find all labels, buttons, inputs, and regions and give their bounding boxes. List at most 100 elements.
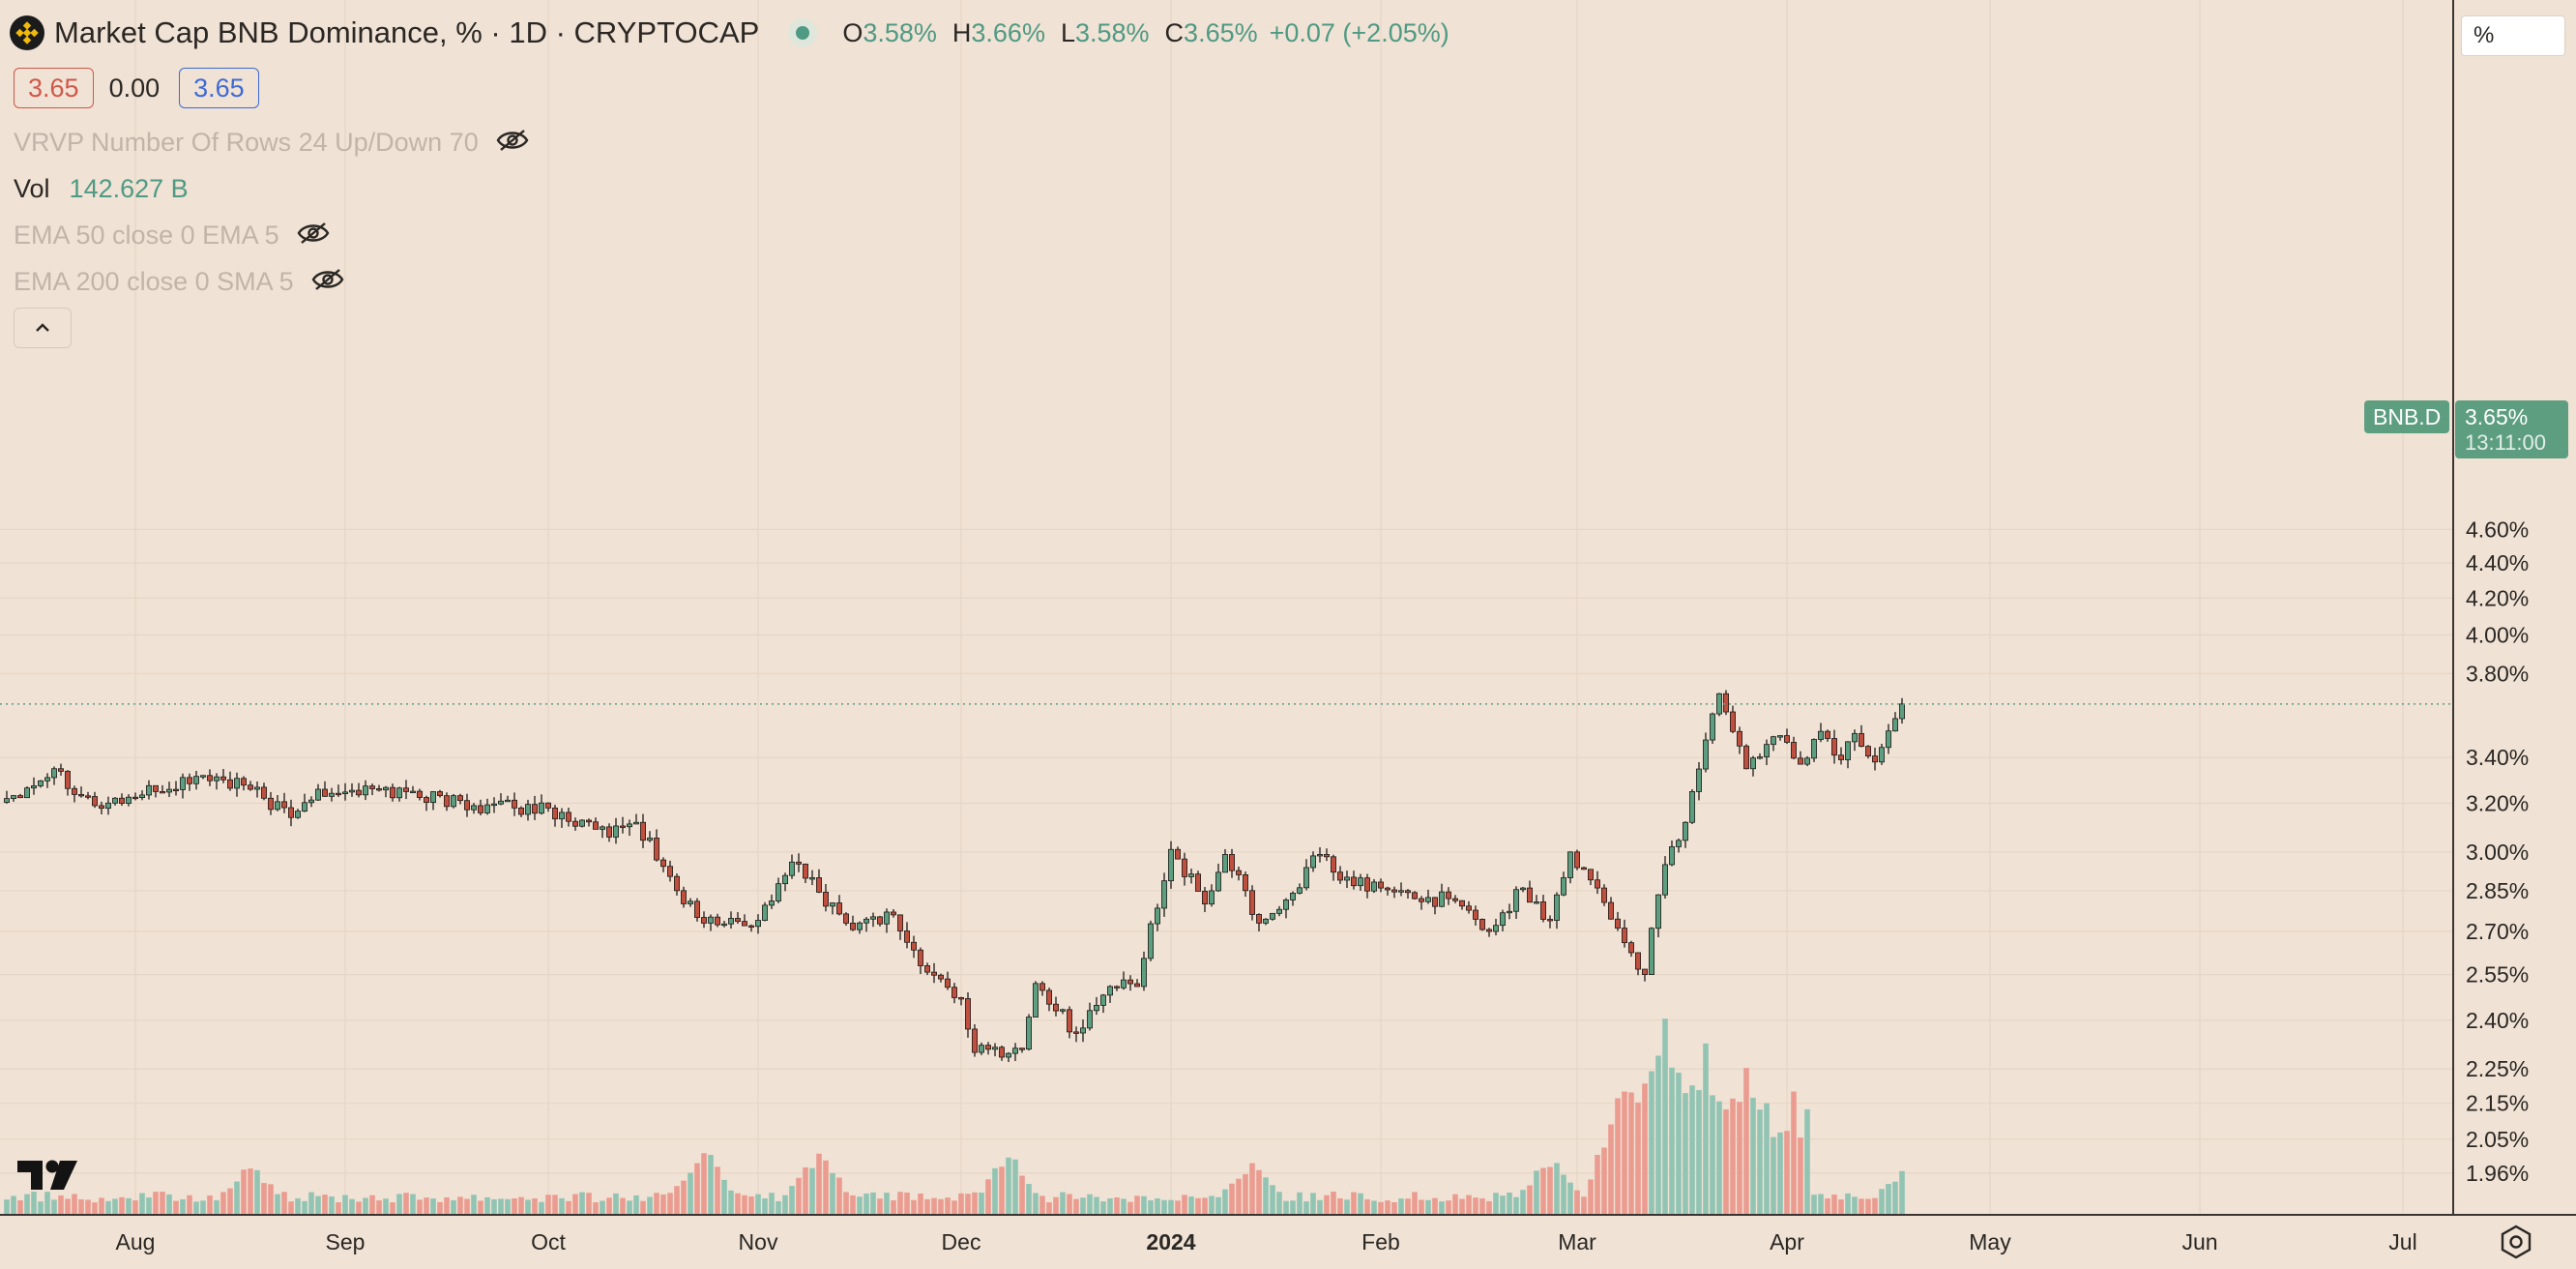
candle-up (1750, 757, 1757, 770)
indicator-ema50[interactable]: EMA 50 close 0 EMA 5 (14, 219, 330, 251)
symbol-title[interactable]: Market Cap BNB Dominance, % · 1D · CRYPT… (54, 15, 760, 49)
price-tick-label: 4.20% (2466, 585, 2529, 610)
volume-bar (1777, 1132, 1783, 1215)
candle-up (1777, 735, 1784, 738)
volume-bar (681, 1180, 687, 1215)
eye-hidden-icon[interactable] (297, 221, 330, 250)
candle-up (1764, 744, 1771, 757)
time-scale[interactable]: Aug Sep Oct Nov Dec 2024 Feb Mar Apr May Jun Jul (116, 1229, 2417, 1254)
candle-up (1215, 871, 1222, 892)
volume-bar (1303, 1201, 1309, 1215)
candle-up (1811, 739, 1818, 759)
volume-bar (843, 1192, 849, 1215)
candle-down (911, 941, 918, 951)
volume-bar (870, 1192, 876, 1215)
volume-bar (1622, 1091, 1627, 1215)
chevron-up-icon (36, 323, 49, 332)
volume-bar (742, 1195, 747, 1215)
sell-price-box[interactable]: 3.65 (14, 68, 94, 108)
indicator-ema200[interactable]: EMA 200 close 0 SMA 5 (14, 265, 344, 298)
indicator-vrvp[interactable]: VRVP Number Of Rows 24 Up/Down 70 (14, 126, 529, 159)
candle-up (1344, 876, 1351, 881)
candle-down (335, 792, 341, 796)
price-scale[interactable]: 4.60% 4.40% 4.20% 4.00% 3.80% 3.40% 3.20% 3.00%… (2466, 516, 2529, 1185)
volume-bar (31, 1192, 37, 1215)
bar-countdown: 13:11:00 (2465, 430, 2547, 455)
volume-bar (972, 1192, 978, 1215)
candle-up (1886, 730, 1892, 749)
volume-bar (99, 1197, 104, 1215)
candle-up (429, 791, 436, 803)
eye-hidden-icon[interactable] (311, 268, 344, 296)
volume-bar (647, 1196, 653, 1215)
close-label: C (1164, 17, 1185, 47)
candle-down (924, 965, 931, 973)
candle-down (321, 788, 328, 797)
candle-down (16, 795, 23, 799)
ohlc-values: O3.58% H3.66% L3.58% C3.65% +0.07 (+2.05… (842, 18, 1449, 48)
candle-up (1804, 757, 1811, 765)
volume-bar (1473, 1197, 1478, 1215)
volume-bar (491, 1198, 497, 1215)
candle-up (1689, 791, 1696, 823)
volume-bar (92, 1202, 98, 1215)
candle-down (1249, 890, 1256, 915)
candle-down (965, 998, 972, 1030)
volume-bar (667, 1193, 673, 1215)
volume-bar (1398, 1198, 1404, 1215)
volume-bar (1798, 1137, 1803, 1215)
candle-down (1479, 919, 1486, 930)
chart-settings-button[interactable] (2499, 1223, 2533, 1261)
volume-bar (1432, 1197, 1438, 1215)
candle-up (1439, 891, 1446, 907)
volume-bar (119, 1196, 125, 1215)
volume-bar (126, 1197, 132, 1215)
volume-bar (1290, 1200, 1296, 1215)
scale-mode-box[interactable]: % (2461, 15, 2565, 56)
volume-bar (1270, 1185, 1275, 1215)
volume-bar (478, 1200, 483, 1215)
volume-bar (1439, 1201, 1445, 1215)
candle-down (172, 788, 179, 792)
indicator-volume[interactable]: Vol 142.627 B (14, 172, 189, 205)
low-value: 3.58% (1074, 17, 1150, 47)
volume-bar (600, 1200, 605, 1215)
candle-down (904, 930, 911, 943)
candle-up (1303, 867, 1310, 889)
volume-bar (1344, 1199, 1350, 1215)
collapse-legend-button[interactable] (14, 308, 72, 348)
volume-bar (1148, 1200, 1154, 1215)
candle-down (65, 770, 72, 789)
volume-bar (1628, 1092, 1634, 1215)
candle-up (505, 799, 512, 803)
volume-bar (965, 1194, 971, 1215)
volume-bar (78, 1198, 84, 1215)
volume-bar (728, 1190, 734, 1215)
volume-bar (640, 1200, 646, 1215)
candle-down (1405, 890, 1412, 894)
volume-bar (694, 1163, 700, 1215)
candle-down (1337, 871, 1344, 881)
buy-price-box[interactable]: 3.65 (179, 68, 259, 108)
volume-bar (1818, 1194, 1824, 1215)
tradingview-logo[interactable] (17, 1159, 79, 1196)
volume-bar (1094, 1196, 1099, 1215)
volume-bar (1385, 1200, 1390, 1215)
volume-bar (180, 1198, 186, 1215)
volume-bar (1771, 1136, 1776, 1215)
eye-hidden-icon[interactable] (496, 129, 529, 157)
candle-down (877, 916, 884, 925)
volume-bar (1412, 1192, 1418, 1215)
candle-up (1425, 897, 1432, 902)
candle-up (38, 780, 44, 786)
price-tick-label: 2.55% (2466, 962, 2529, 988)
volume-bar (1615, 1098, 1621, 1215)
volume-bar (911, 1199, 917, 1215)
volume-bar (823, 1160, 829, 1215)
candle-down (1364, 877, 1371, 892)
time-tick-label: Mar (1558, 1229, 1596, 1254)
candle-up (1276, 908, 1283, 914)
candle-down (1628, 942, 1635, 954)
candle-down (836, 902, 843, 915)
